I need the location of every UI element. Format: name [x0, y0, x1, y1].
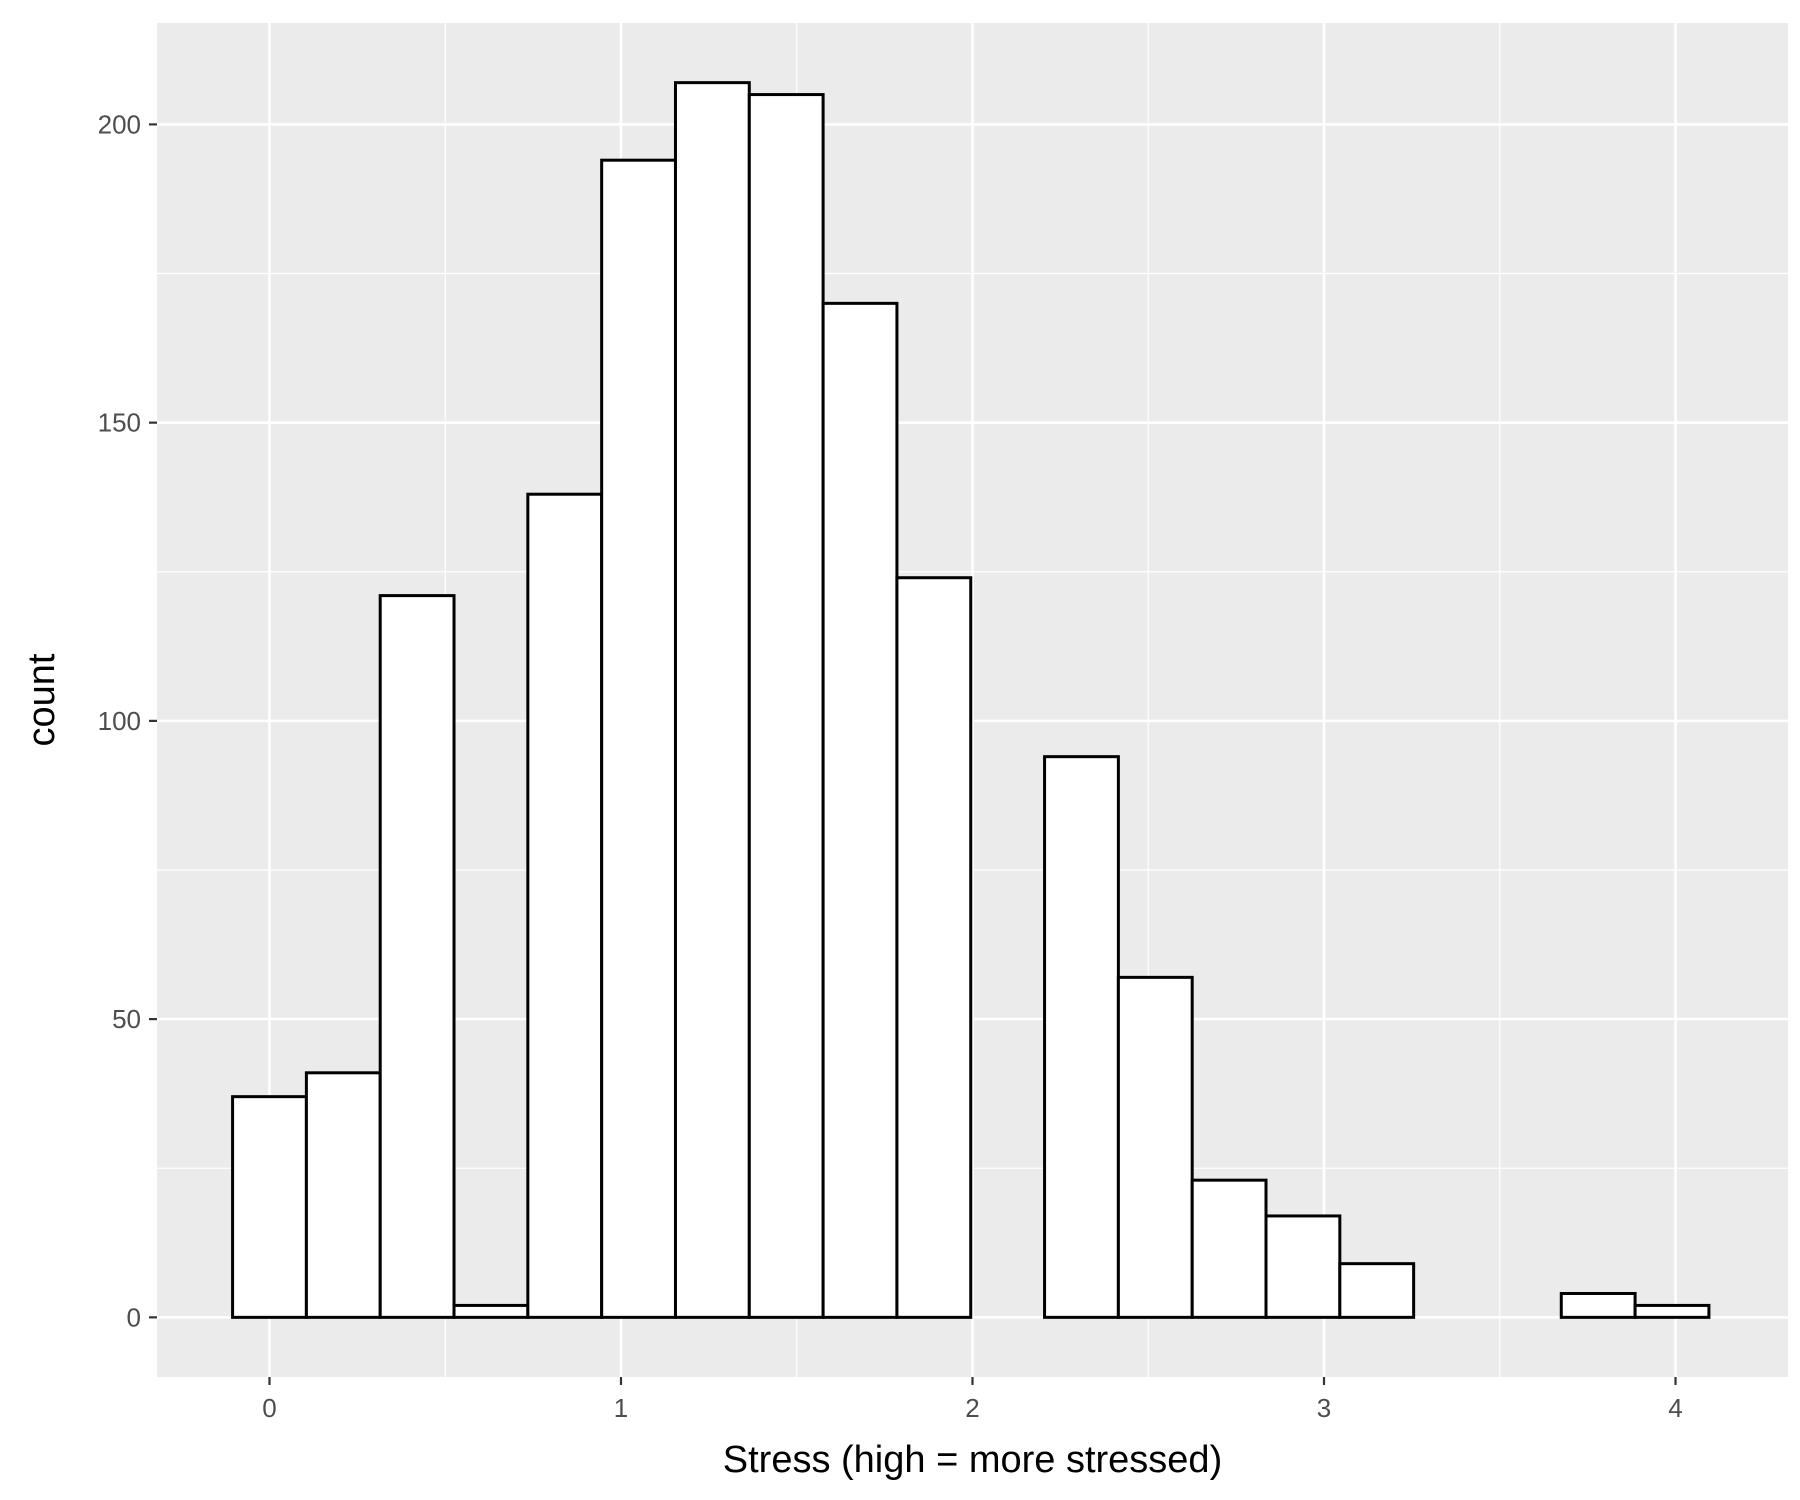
x-tick-label: 3 — [1317, 1393, 1331, 1423]
histogram-bar — [304, 1071, 382, 1319]
y-axis-title: count — [21, 653, 63, 746]
histogram-bar — [452, 1303, 530, 1319]
y-tick-label: 50 — [112, 1004, 141, 1034]
histogram-bar — [1116, 975, 1194, 1319]
x-tick-label: 2 — [965, 1393, 979, 1423]
y-tick-label: 150 — [98, 408, 141, 438]
histogram-bar — [1264, 1214, 1342, 1319]
histogram-bar — [231, 1095, 308, 1319]
histogram-bar — [1633, 1303, 1711, 1319]
histogram-bar — [1338, 1262, 1416, 1319]
histogram-bar — [747, 93, 825, 1319]
histogram-bar — [1043, 755, 1120, 1319]
histogram-bars — [231, 81, 1711, 1319]
y-axis-tick-labels: 0 50 100 150 200 — [98, 109, 141, 1332]
y-tick-label: 200 — [98, 109, 141, 139]
histogram-bar — [526, 492, 604, 1319]
x-tick-label: 1 — [614, 1393, 628, 1423]
x-axis-title: Stress (high = more stressed) — [723, 1439, 1222, 1481]
histogram-bar — [895, 576, 973, 1319]
histogram-bar — [1190, 1178, 1268, 1319]
x-tick-label: 0 — [262, 1393, 276, 1423]
y-tick-label: 100 — [98, 706, 141, 736]
histogram-bar — [600, 158, 677, 1319]
histogram-bar — [673, 81, 751, 1319]
histogram-bar — [821, 301, 899, 1319]
histogram-bar — [378, 594, 456, 1319]
histogram-bar — [1559, 1291, 1637, 1319]
y-tick-label: 0 — [127, 1302, 141, 1332]
x-axis-tick-labels: 0 1 2 3 4 — [262, 1393, 1683, 1423]
x-tick-label: 4 — [1668, 1393, 1682, 1423]
axis-ticks — [149, 123, 1677, 1385]
